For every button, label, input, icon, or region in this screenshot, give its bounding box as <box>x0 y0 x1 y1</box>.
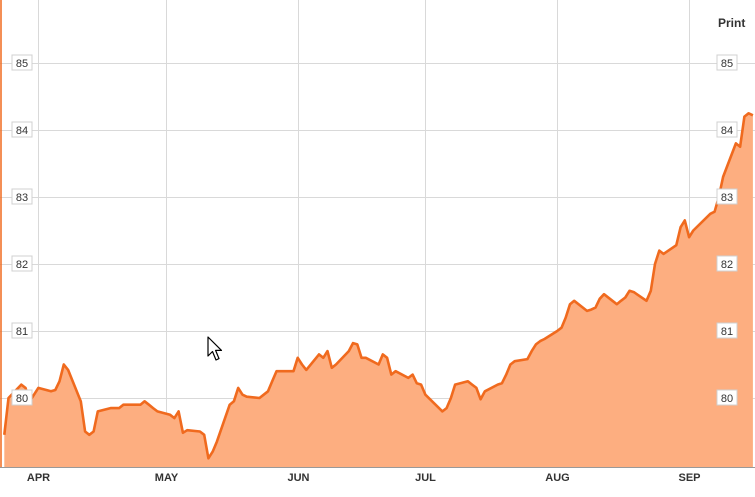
y-tick-box-right <box>716 255 738 272</box>
y-tick-box-right <box>716 54 738 71</box>
series-area <box>4 113 753 468</box>
y-tick-label-left: 83 <box>16 192 28 204</box>
y-tick-box-left <box>11 54 33 71</box>
y-tick-box-right <box>716 188 738 205</box>
y-tick-label-left: 82 <box>16 259 28 271</box>
y-tick-label-right: 80 <box>721 393 733 405</box>
y-tick-box-left <box>11 389 33 406</box>
x-tick-label: JUN <box>287 472 309 484</box>
y-tick-box-left <box>11 255 33 272</box>
y-tick-box-left <box>11 121 33 138</box>
y-tick-label-left: 84 <box>16 125 28 137</box>
x-tick-label: SEP <box>678 472 700 484</box>
y-tick-box-left <box>11 188 33 205</box>
x-tick-label: AUG <box>545 472 569 484</box>
axis-layer: APR MAY JUN JUL AUG SEP 80 81 82 83 84 85 80 81 82 83 84… <box>0 0 738 484</box>
y-tick-box-right <box>716 121 738 138</box>
x-tick-label: APR <box>27 472 50 484</box>
x-tick-label: MAY <box>155 472 179 484</box>
y-tick-label-left: 85 <box>16 58 28 70</box>
y-tick-box-right <box>716 389 738 406</box>
area-layer <box>4 113 753 468</box>
grid-layer <box>0 0 755 468</box>
y-tick-label-right: 82 <box>721 259 733 271</box>
line-layer <box>3 112 754 460</box>
y-tick-label-right: 85 <box>721 58 733 70</box>
series-line <box>3 112 754 460</box>
y-tick-label-right: 81 <box>721 326 733 338</box>
mouse-pointer-icon <box>207 336 223 367</box>
x-tick-label: JUL <box>415 472 436 484</box>
y-tick-label-left: 80 <box>16 393 28 405</box>
print-button[interactable]: Print <box>718 16 746 30</box>
y-tick-label-left: 81 <box>16 326 28 338</box>
y-tick-label-right: 84 <box>721 125 733 137</box>
y-tick-box-left <box>11 322 33 339</box>
y-tick-label-right: 83 <box>721 192 733 204</box>
y-tick-box-right <box>716 322 738 339</box>
